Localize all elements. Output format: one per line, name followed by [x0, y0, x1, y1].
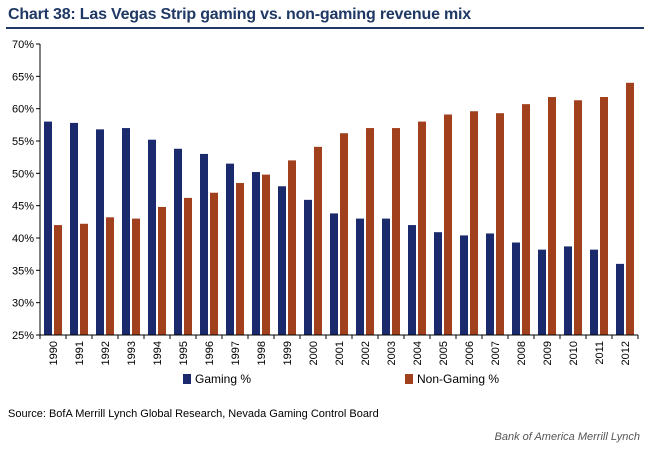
bar-gaming	[330, 213, 338, 335]
x-tick-label: 1993	[126, 341, 138, 365]
bar-gaming	[96, 129, 104, 335]
x-tick-label: 1994	[152, 341, 164, 365]
bar-gaming	[174, 148, 182, 335]
bar-non-gaming	[626, 82, 634, 335]
legend-swatch-non-gaming	[405, 374, 413, 384]
x-tick-label: 1990	[48, 341, 60, 365]
x-tick-label: 1991	[74, 341, 86, 365]
y-tick-label: 55%	[12, 136, 34, 148]
bar-non-gaming	[418, 121, 426, 335]
bar-non-gaming	[574, 100, 582, 335]
x-tick-label: 1997	[230, 341, 242, 365]
x-tick-label: 2012	[620, 341, 632, 365]
x-tick-label: 1995	[178, 341, 190, 365]
bar-chart: 25% 30% 35% 40% 45% 50% 55% 60% 65% 70% 1990 1991 19…	[12, 39, 639, 386]
bar-gaming	[226, 163, 234, 335]
x-tick-label: 1998	[256, 341, 268, 365]
y-tick-label: 25%	[12, 330, 34, 342]
x-tick-label: 2004	[412, 341, 424, 365]
bar-gaming	[278, 186, 286, 335]
source-note: Source: BofA Merrill Lynch Global Resear…	[8, 408, 379, 420]
chart-title: Chart 38: Las Vegas Strip gaming vs. non…	[8, 6, 471, 23]
legend-label-gaming: Gaming %	[195, 372, 251, 386]
bar-gaming	[434, 232, 442, 335]
bar-gaming	[460, 235, 468, 335]
bar-non-gaming	[340, 133, 348, 335]
y-tick-label: 35%	[12, 265, 34, 277]
bar-non-gaming	[54, 225, 62, 335]
bar-non-gaming	[548, 97, 556, 335]
bar-non-gaming	[106, 217, 114, 335]
bar-gaming	[252, 172, 260, 335]
bar-gaming	[356, 218, 364, 335]
y-tick-label: 30%	[12, 298, 34, 310]
bar-gaming	[512, 242, 520, 335]
bar-gaming	[538, 249, 546, 335]
bar-gaming	[590, 249, 598, 335]
bar-gaming	[148, 139, 156, 335]
bar-gaming	[200, 153, 208, 335]
x-tick-label: 2011	[594, 341, 606, 365]
bar-non-gaming	[600, 97, 608, 335]
x-tick-label: 2003	[386, 341, 398, 365]
bar-gaming	[486, 233, 494, 335]
y-tick-label: 70%	[12, 39, 34, 51]
legend-swatch-gaming	[183, 374, 191, 384]
x-tick-label: 2008	[516, 341, 528, 365]
y-tick-label: 40%	[12, 233, 34, 245]
x-tick-label: 2007	[490, 341, 502, 365]
bar-gaming	[304, 199, 312, 335]
bar-non-gaming	[444, 114, 452, 335]
bar-gaming	[564, 246, 572, 335]
bar-non-gaming	[236, 183, 244, 335]
x-tick-label: 1992	[100, 341, 112, 365]
x-tick-label: 2002	[360, 341, 372, 365]
y-tick-label: 50%	[12, 168, 34, 180]
bar-non-gaming	[158, 206, 166, 335]
bar-non-gaming	[262, 174, 270, 335]
x-tick-label: 2009	[542, 341, 554, 365]
bar-non-gaming	[288, 160, 296, 335]
bar-non-gaming	[496, 113, 504, 336]
y-tick-label: 60%	[12, 104, 34, 116]
x-tick-label: 1999	[282, 341, 294, 365]
x-tick-label: 1996	[204, 341, 216, 365]
legend-label-non-gaming: Non-Gaming %	[417, 372, 499, 386]
bar-non-gaming	[132, 218, 140, 335]
x-tick-label: 2005	[438, 341, 450, 365]
bar-non-gaming	[80, 223, 88, 335]
bar-non-gaming	[210, 192, 218, 335]
brand-footer: Bank of America Merrill Lynch	[494, 431, 641, 443]
y-tick-label: 45%	[12, 201, 34, 213]
bar-non-gaming	[470, 111, 478, 336]
bar-non-gaming	[366, 128, 374, 335]
bar-gaming	[616, 263, 624, 335]
bar-non-gaming	[392, 128, 400, 335]
bar-gaming	[122, 128, 130, 335]
bar-gaming	[70, 122, 78, 335]
bar-gaming	[44, 121, 52, 335]
x-tick-label: 2006	[464, 341, 476, 365]
x-tick-label: 2010	[568, 341, 580, 365]
title-underline	[6, 27, 644, 29]
bar-non-gaming	[184, 197, 192, 335]
bar-gaming	[382, 218, 390, 335]
y-tick-label: 65%	[12, 71, 34, 83]
bar-gaming	[408, 225, 416, 335]
bar-non-gaming	[522, 104, 530, 335]
bar-non-gaming	[314, 146, 322, 335]
x-tick-label: 2000	[308, 341, 320, 365]
x-tick-label: 2001	[334, 341, 346, 365]
